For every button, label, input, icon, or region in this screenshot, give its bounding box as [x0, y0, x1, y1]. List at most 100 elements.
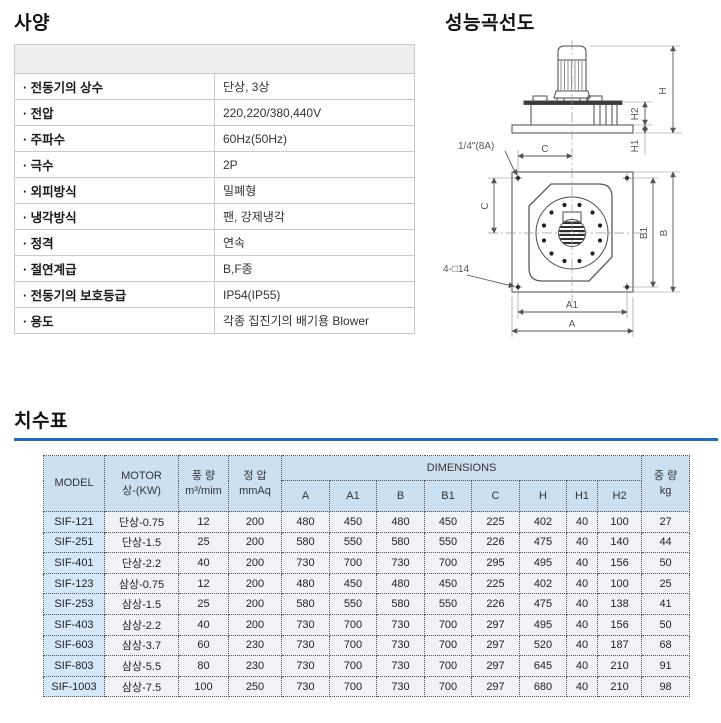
dim-value-cell: 100: [596, 572, 643, 595]
spec-row: · 극수 2P: [14, 151, 415, 178]
dim-value-cell: 450: [424, 572, 472, 595]
model-cell: SIF-403: [43, 613, 105, 636]
dim-label-a: A: [569, 319, 576, 330]
dim-value-cell: 60: [178, 634, 229, 657]
col-header-dim-h: H: [519, 480, 567, 512]
dim-value-cell: 50: [641, 552, 691, 574]
dim-value-cell: 80: [178, 655, 229, 677]
dim-value-cell: 580: [281, 531, 330, 554]
dimension-row: SIF-253 삼상-1.5 25 200 580 550 580 550 226 475 40 13…: [43, 593, 691, 615]
dim-value-cell: 40: [566, 552, 598, 574]
dim-value-cell: 200: [228, 613, 282, 636]
spec-label: · 극수: [14, 151, 215, 178]
dim-value-cell: 200: [228, 572, 282, 595]
mounting-holes-callout: 4-□14: [443, 264, 469, 275]
blower-dimension-drawing: H H2 H1: [443, 40, 682, 337]
dim-value-cell: 645: [519, 655, 567, 677]
spec-label: · 전압: [14, 99, 215, 126]
plan-centerlines: [488, 150, 648, 302]
dim-value-cell: 550: [329, 531, 377, 554]
model-cell: SIF-253: [43, 593, 105, 615]
dim-value-cell: 700: [424, 675, 472, 698]
dimension-row: SIF-1003 삼상-7.5 100 250 730 700 730 700 297 680 40…: [43, 675, 691, 698]
dimension-row: SIF-401 단상-2.2 40 200 730 700 730 700 295 495 40 15…: [43, 552, 691, 574]
dim-value-cell: 730: [376, 634, 425, 657]
dimension-row: SIF-121 단상-0.75 12 200 480 450 480 450 225 402 40 1…: [43, 511, 691, 533]
dim-value-cell: 삼상-0.75: [104, 572, 179, 595]
dim-value-cell: 297: [471, 655, 520, 677]
dim-value-cell: 187: [596, 634, 643, 657]
model-cell: SIF-251: [43, 531, 105, 554]
dim-value-cell: 40: [566, 511, 598, 533]
dim-value-cell: 730: [376, 613, 425, 636]
dim-value-cell: 40: [178, 552, 229, 574]
dim-value-cell: 200: [228, 552, 282, 574]
dim-value-cell: 40: [566, 655, 598, 677]
dim-value-cell: 730: [281, 552, 330, 574]
spec-table: · 전동기의 상수 단상, 3상 · 전압 220,220/380,440V · 주파수…: [14, 44, 415, 334]
dim-value-cell: 225: [471, 511, 520, 533]
dim-value-cell: 210: [596, 655, 643, 677]
dim-label-b1: B1: [639, 226, 650, 239]
spec-value: B,F종: [214, 255, 415, 282]
col-header-weight-line1: 중 량: [653, 470, 678, 483]
col-header-pressure: 정 압 mmAq: [228, 455, 282, 512]
spec-value: 밀폐형: [214, 177, 415, 204]
dim-value-cell: 550: [424, 593, 472, 615]
col-header-flow-line2: m³/mim: [185, 484, 222, 497]
col-header-motor-line1: MOTOR: [121, 470, 162, 483]
spec-row: · 외피방식 밀폐형: [14, 177, 415, 204]
spec-value: 단상, 3상: [214, 73, 415, 100]
spec-value: IP54(IP55): [214, 281, 415, 308]
col-header-pressure-line1: 정 압: [243, 470, 267, 483]
dim-value-cell: 138: [596, 593, 643, 615]
spec-label: · 전동기의 상수: [14, 73, 215, 100]
spec-label: · 절연계급: [14, 255, 215, 282]
dim-value-cell: 550: [424, 531, 472, 554]
col-header-weight: 중 량 kg: [641, 455, 691, 512]
dim-value-cell: 550: [329, 593, 377, 615]
dim-value-cell: 495: [519, 552, 567, 574]
dim-value-cell: 297: [471, 675, 520, 698]
dim-value-cell: 450: [329, 511, 377, 533]
dim-value-cell: 700: [424, 634, 472, 657]
col-header-dim-a1: A1: [329, 480, 377, 512]
dim-value-cell: 40: [566, 675, 598, 698]
col-header-weight-line2: kg: [659, 484, 672, 497]
dim-value-cell: 520: [519, 634, 567, 657]
dim-value-cell: 700: [424, 552, 472, 574]
dimension-table: MODEL MOTOR 상-(KW) 풍 량 m³/mim 정 압 mmAq D…: [43, 455, 691, 698]
dim-value-cell: 480: [281, 511, 330, 533]
dim-value-cell: 40: [566, 593, 598, 615]
spec-label: · 용도: [14, 307, 215, 334]
model-cell: SIF-123: [43, 572, 105, 595]
diagram-section-title: 성능곡선도: [445, 13, 535, 34]
dim-label-c-left: C: [480, 202, 491, 209]
spec-value: 2P: [214, 151, 415, 178]
dim-value-cell: 140: [596, 531, 643, 554]
dimension-row: SIF-803 삼상-5.5 80 230 730 700 730 700 297 645 40 21…: [43, 655, 691, 677]
spec-row: · 전동기의 상수 단상, 3상: [14, 73, 415, 100]
dim-value-cell: 27: [641, 511, 691, 533]
dim-value-cell: 단상-0.75: [104, 511, 179, 533]
dim-value-cell: 700: [329, 634, 377, 657]
dim-label-a1: A1: [566, 300, 579, 311]
dim-value-cell: 495: [519, 613, 567, 636]
dim-value-cell: 730: [281, 634, 330, 657]
dim-value-cell: 삼상-2.2: [104, 613, 179, 636]
spec-value: 각종 집진기의 배기용 Blower: [214, 307, 415, 334]
spec-row: · 주파수 60Hz(50Hz): [14, 125, 415, 152]
dim-value-cell: 580: [281, 593, 330, 615]
dim-value-cell: 40: [566, 613, 598, 636]
dimension-row: SIF-251 단상-1.5 25 200 580 550 580 550 226 475 40 14…: [43, 531, 691, 554]
dim-value-cell: 12: [178, 511, 229, 533]
dim-value-cell: 700: [329, 613, 377, 636]
section-divider-rule: [14, 438, 718, 441]
col-header-motor-line2: 상-(KW): [122, 484, 161, 497]
dim-value-cell: 450: [424, 511, 472, 533]
dim-value-cell: 297: [471, 613, 520, 636]
model-cell: SIF-401: [43, 552, 105, 574]
dim-value-cell: 68: [641, 634, 691, 657]
spec-row: · 전동기의 보호등급 IP54(IP55): [14, 281, 415, 308]
spec-label: · 전동기의 보호등급: [14, 281, 215, 308]
